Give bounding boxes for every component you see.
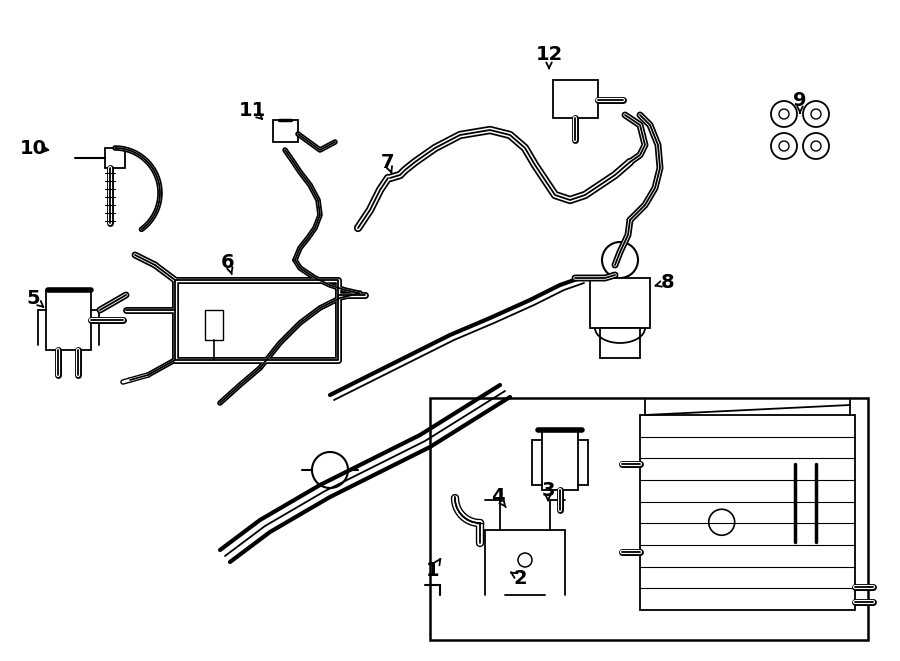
Text: 5: 5	[26, 288, 40, 307]
Bar	[542, 430, 578, 490]
Bar	[430, 398, 868, 640]
Text: 9: 9	[793, 91, 806, 110]
Bar	[105, 148, 125, 168]
Text: 2: 2	[513, 568, 526, 588]
Bar	[273, 120, 298, 142]
Text: 8: 8	[662, 272, 675, 292]
Text: 7: 7	[382, 153, 395, 173]
Text: 3: 3	[541, 481, 554, 500]
Text: 10: 10	[20, 139, 47, 157]
Text: 11: 11	[238, 100, 266, 120]
Text: 12: 12	[536, 46, 562, 65]
Bar	[46, 290, 91, 350]
Bar	[553, 80, 598, 118]
Bar	[205, 310, 223, 340]
Text: 1: 1	[427, 561, 440, 580]
Bar	[640, 415, 855, 610]
Bar	[600, 328, 640, 358]
Text: 6: 6	[221, 253, 235, 272]
Bar	[590, 278, 650, 328]
Text: 4: 4	[491, 488, 505, 506]
